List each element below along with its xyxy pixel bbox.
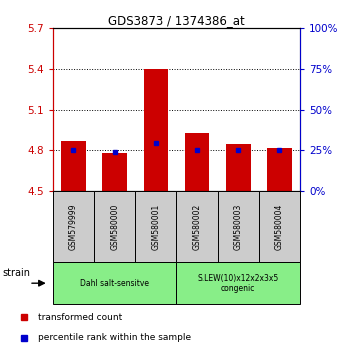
Bar (61, 141, 86, 191)
Text: GSM579999: GSM579999 (69, 203, 78, 250)
Bar (144, 69, 168, 191)
Text: GSM580000: GSM580000 (110, 203, 119, 250)
Text: Dahl salt-sensitve: Dahl salt-sensitve (80, 279, 149, 288)
Text: GSM580002: GSM580002 (193, 204, 202, 250)
Bar (226, 144, 251, 191)
Bar (102, 153, 127, 191)
Text: strain: strain (3, 268, 31, 278)
Bar (259, 191, 300, 262)
Text: GSM580003: GSM580003 (234, 203, 243, 250)
Bar (135, 191, 177, 262)
Bar (53, 191, 94, 262)
Text: percentile rank within the sample: percentile rank within the sample (38, 333, 191, 342)
Text: GSM580001: GSM580001 (151, 204, 160, 250)
Bar (267, 148, 292, 191)
Text: GSM580004: GSM580004 (275, 203, 284, 250)
Bar (94, 191, 135, 262)
Bar (177, 262, 300, 304)
Bar (177, 191, 218, 262)
Bar (53, 262, 177, 304)
Bar (185, 133, 209, 191)
Text: transformed count: transformed count (38, 313, 122, 322)
Text: S.LEW(10)x12x2x3x5
congenic: S.LEW(10)x12x2x3x5 congenic (198, 274, 279, 293)
Title: GDS3873 / 1374386_at: GDS3873 / 1374386_at (108, 14, 245, 27)
Bar (218, 191, 259, 262)
